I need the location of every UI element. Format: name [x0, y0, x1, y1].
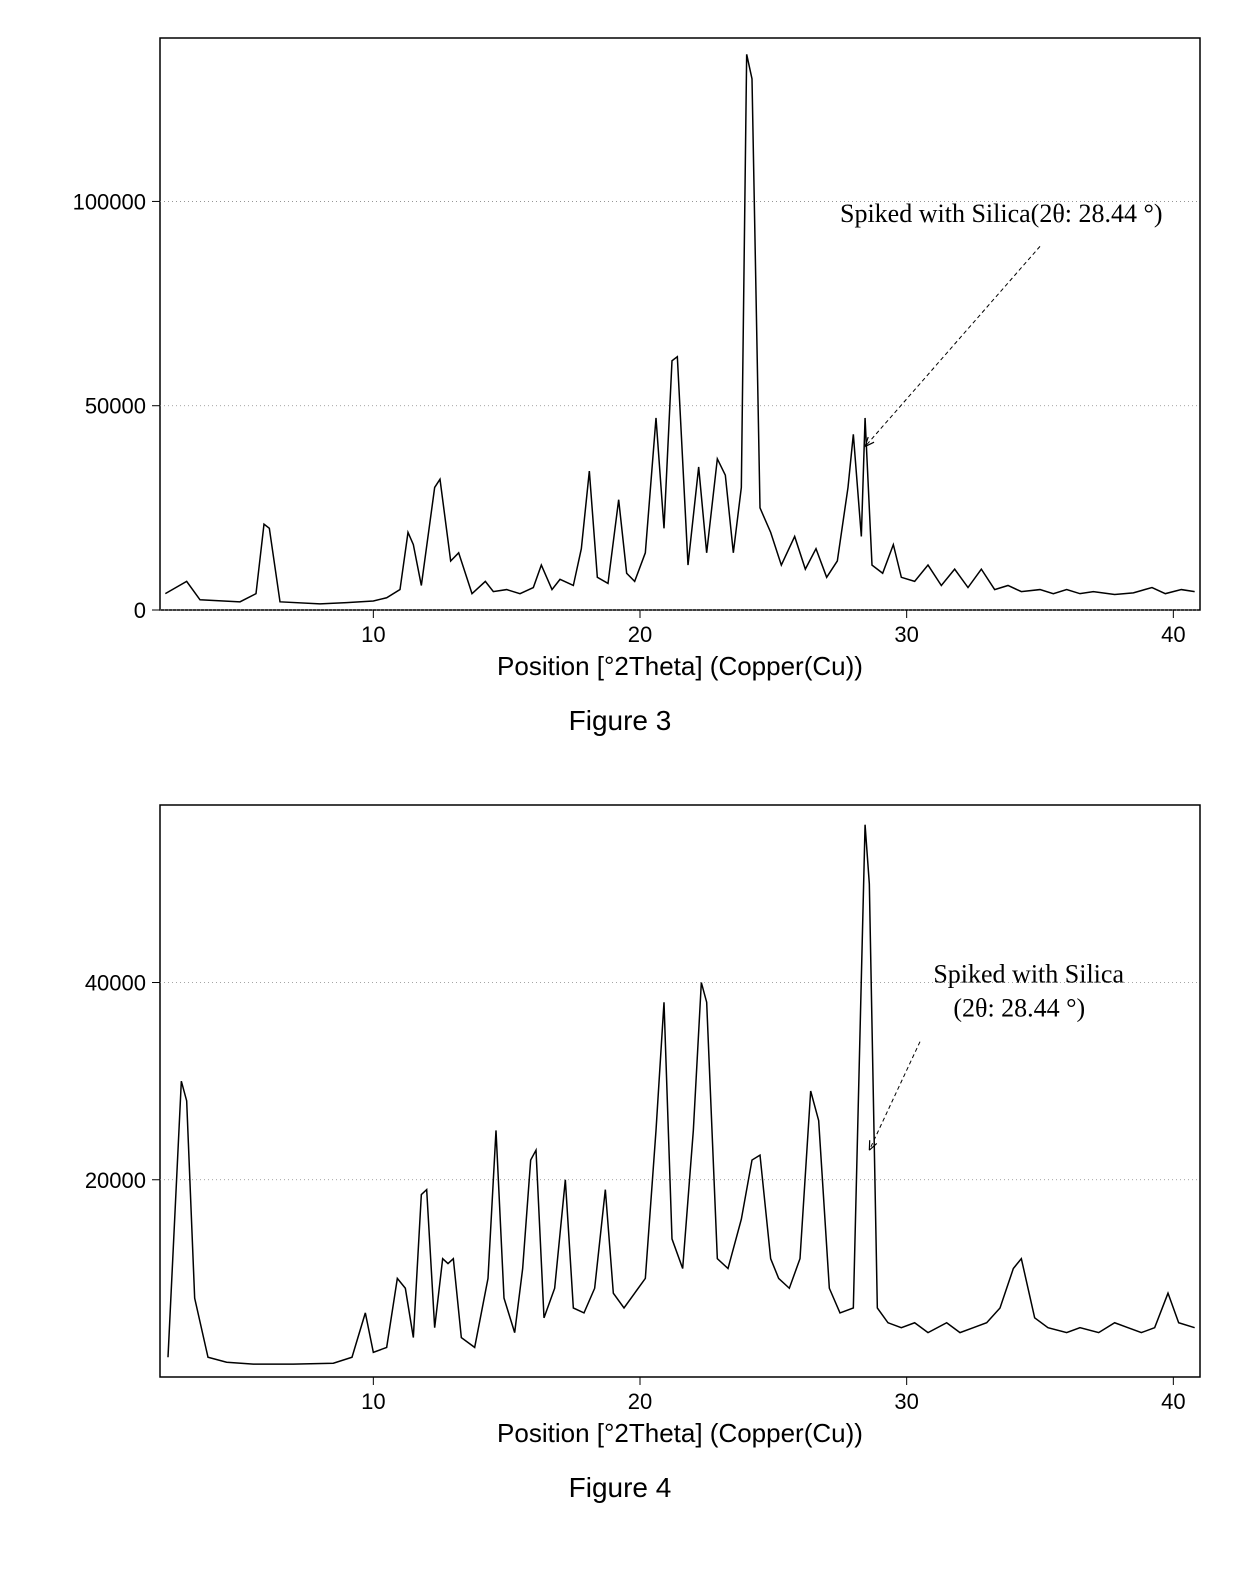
x-tick-label: 20 — [628, 1389, 652, 1414]
x-tick-label: 40 — [1161, 1389, 1185, 1414]
plot-border — [160, 38, 1200, 610]
y-tick-label: 40000 — [85, 971, 146, 996]
x-tick-label: 20 — [628, 622, 652, 647]
arrowhead-icon — [869, 1140, 876, 1150]
xrd-spectrum-line — [168, 825, 1195, 1364]
figure-3-container: 10 20 30 40 0 50000 100000 Position [°2Theta] (… — [20, 20, 1220, 737]
x-tick-label: 10 — [361, 1389, 385, 1414]
annotation-arrow — [869, 1042, 920, 1150]
annotation-text-line2: (2θ: 28.44 °) — [953, 994, 1085, 1023]
x-tick-label: 30 — [894, 1389, 918, 1414]
annotation-text-line1: Spiked with Silica — [933, 960, 1124, 989]
figure-4-container: 10 20 30 40 20000 40000 Position [°2Theta] (Co… — [20, 787, 1220, 1504]
y-tick-label: 50000 — [85, 394, 146, 419]
x-axis-title: Position [°2Theta] (Copper(Cu)) — [497, 651, 863, 681]
figure-4-caption: Figure 4 — [20, 1472, 1220, 1504]
x-tick-label: 10 — [361, 622, 385, 647]
figure-4-svg: 10 20 30 40 20000 40000 Position [°2Theta] (Co… — [20, 787, 1220, 1467]
annotation-text: Spiked with Silica(2θ: 28.44 °) — [840, 199, 1163, 228]
figure-3-svg: 10 20 30 40 0 50000 100000 Position [°2Theta] (… — [20, 20, 1220, 700]
y-tick-label: 20000 — [85, 1168, 146, 1193]
x-tick-label: 30 — [894, 622, 918, 647]
y-tick-label: 0 — [134, 598, 146, 623]
xrd-spectrum-line — [165, 54, 1194, 604]
x-tick-label: 40 — [1161, 622, 1185, 647]
plot-border — [160, 805, 1200, 1377]
y-tick-label: 100000 — [73, 189, 146, 214]
figure-3-caption: Figure 3 — [20, 705, 1220, 737]
annotation-arrow — [865, 246, 1040, 446]
x-axis-title: Position [°2Theta] (Copper(Cu)) — [497, 1418, 863, 1448]
